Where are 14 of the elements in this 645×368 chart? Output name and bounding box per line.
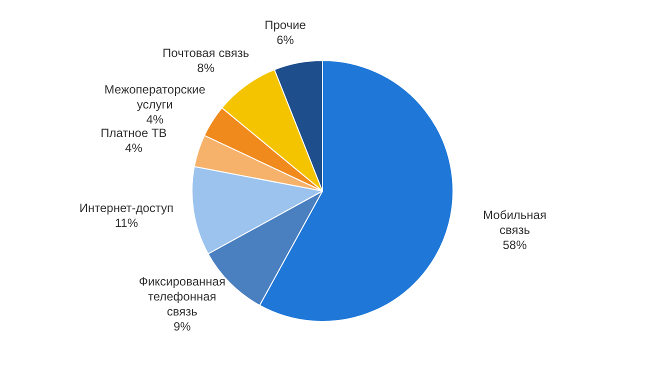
data-label: 58% <box>502 238 528 252</box>
slice-label: Межоператорские услуги <box>104 82 206 112</box>
data-label: 6% <box>276 33 294 48</box>
slice-label: Платное ТВ <box>100 126 167 140</box>
data-label: 9% <box>173 319 192 334</box>
data-label: 4% <box>146 112 164 126</box>
slice-label: Мобильная связь <box>483 208 546 238</box>
slice-label: Почтовая связь <box>162 46 250 60</box>
slice-label: Фиксированная телефонная связь <box>138 274 226 318</box>
slice-label: Интернет-доступ <box>79 200 174 215</box>
data-label: 8% <box>197 60 215 75</box>
data-label: 4% <box>125 141 143 156</box>
slice-label: Прочие <box>264 18 306 32</box>
data-label: 11% <box>114 216 138 230</box>
